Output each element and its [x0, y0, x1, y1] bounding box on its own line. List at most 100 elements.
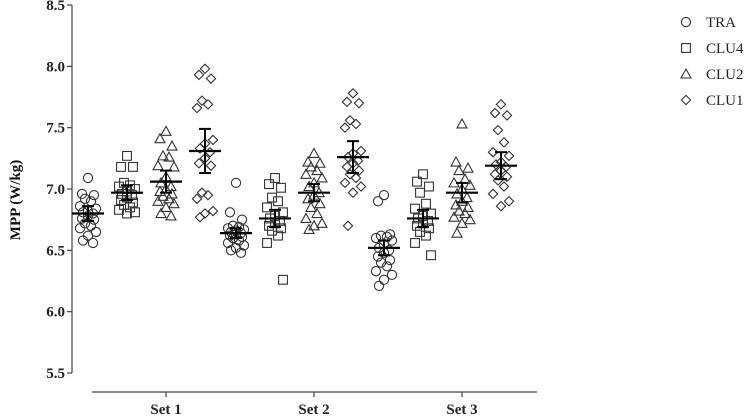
triangle-data-point — [303, 180, 315, 192]
triangle-data-point — [450, 198, 462, 210]
series-clu4 — [111, 150, 439, 285]
triangle-data-point — [152, 159, 164, 171]
square-data-point — [116, 161, 126, 172]
triangle-data-point — [314, 197, 326, 209]
square-data-point — [276, 182, 286, 193]
triangle-data-point — [165, 209, 177, 221]
square-data-point — [262, 202, 272, 213]
diamond-data-point — [355, 181, 367, 192]
diamond-data-point — [347, 87, 359, 99]
circle-data-point — [224, 230, 236, 241]
diamond-data-point — [487, 188, 499, 200]
x-tick-label: Set 2 — [298, 402, 329, 417]
diamond-data-point — [503, 150, 515, 162]
legend-label: TRA — [706, 15, 736, 31]
legend-label: CLU2 — [706, 67, 744, 83]
triangle-data-point — [166, 139, 178, 151]
triangle-data-point — [157, 149, 169, 161]
triangle-data-point — [305, 201, 317, 212]
square-data-point — [410, 203, 420, 214]
triangle-icon — [680, 67, 692, 79]
diamond-data-point — [503, 195, 515, 207]
triangle-data-point — [448, 211, 460, 222]
diamond-data-point — [498, 181, 510, 192]
triangle-data-point — [462, 162, 474, 173]
diamond-data-point — [492, 124, 504, 136]
square-data-point — [264, 179, 274, 190]
diamond-data-point — [347, 187, 359, 199]
square-data-point — [421, 198, 431, 209]
triangle-data-point — [464, 213, 476, 225]
triangle-data-point — [305, 160, 317, 172]
triangle-data-point — [302, 155, 314, 167]
triangle-data-point — [456, 195, 468, 206]
circle-data-point — [378, 189, 390, 201]
diamond-data-point — [350, 118, 362, 130]
x-tick-label: Set 3 — [446, 402, 477, 417]
triangle-data-point — [168, 197, 180, 209]
diamond-data-point — [350, 172, 362, 184]
legend-item-clu4: CLU4 — [681, 41, 744, 57]
diamond-data-point — [202, 189, 214, 201]
diamond-data-point — [196, 95, 208, 107]
diamond-data-point — [353, 165, 365, 176]
triangle-data-point — [308, 219, 320, 231]
diamond-data-point — [193, 157, 205, 169]
circle-data-point — [225, 245, 237, 256]
triangle-data-point — [316, 171, 328, 183]
circle-data-point — [238, 240, 250, 251]
square-data-point — [122, 208, 132, 219]
diamond-data-point — [341, 96, 353, 108]
series-tra — [72, 172, 400, 292]
circle-icon — [680, 16, 692, 28]
diamond-data-point — [490, 159, 502, 170]
circle-data-point — [222, 237, 234, 249]
triangle-data-point — [300, 212, 312, 223]
diamond-data-point — [205, 160, 217, 172]
triangle-data-point — [308, 147, 320, 158]
square-data-point — [267, 192, 277, 203]
triangle-data-point — [459, 207, 471, 219]
diamond-data-point — [342, 220, 354, 232]
legend-item-clu1: CLU1 — [680, 93, 744, 109]
diamond-data-point — [199, 63, 211, 75]
legend-item-tra: TRA — [680, 15, 736, 31]
y-tick-label: 8.0 — [46, 59, 65, 75]
series-clu2 — [150, 117, 478, 238]
circle-data-point — [224, 207, 236, 218]
circle-data-point — [77, 235, 89, 246]
square-icon — [681, 43, 691, 53]
square-data-point — [130, 207, 140, 218]
diamond-icon — [680, 94, 692, 106]
circle-data-point — [381, 261, 393, 272]
triangle-data-point — [311, 207, 323, 219]
square-data-point — [412, 220, 422, 231]
circle-data-point — [235, 247, 247, 258]
diamond-data-point — [339, 177, 351, 189]
circle-data-point — [373, 280, 385, 292]
legend-label: CLU1 — [706, 93, 744, 109]
diamond-data-point — [191, 193, 203, 205]
triangle-data-point — [451, 227, 463, 238]
diamond-data-point — [489, 168, 501, 180]
triangle-data-point — [300, 168, 312, 179]
y-axis: 5.5 6.0 6.5 7.0 7.5 8.0 8.5 — [46, 0, 73, 382]
triangle-data-point — [459, 173, 471, 184]
square-data-point — [415, 226, 425, 237]
triangle-data-point — [160, 125, 172, 136]
square-data-point — [426, 250, 436, 261]
circle-data-point — [370, 266, 382, 277]
square-data-point — [415, 187, 425, 198]
triangle-data-point — [155, 207, 167, 219]
square-data-point — [114, 204, 124, 215]
triangle-data-point — [163, 192, 175, 204]
triangle-data-point — [157, 190, 169, 201]
diamond-data-point — [194, 211, 206, 223]
diamond-data-point — [207, 134, 219, 146]
square-data-point — [418, 169, 428, 180]
diamond-data-point — [205, 73, 217, 84]
circle-data-point — [88, 189, 100, 201]
diamond-data-point — [352, 155, 364, 167]
diamond-data-point — [191, 102, 203, 114]
triangle-data-point — [152, 195, 164, 206]
